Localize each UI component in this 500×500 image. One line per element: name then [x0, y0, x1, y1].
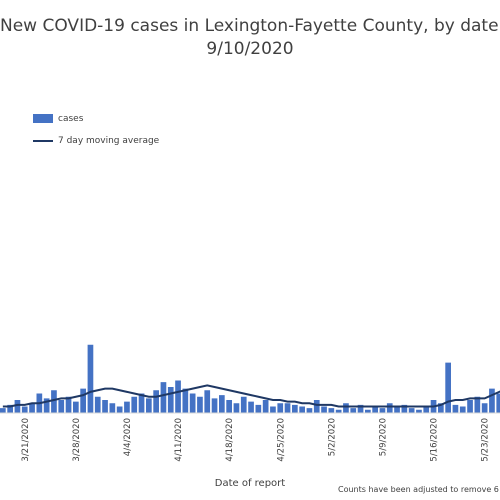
bar-cases [87, 344, 94, 413]
bar-cases [219, 395, 225, 414]
bar-cases [14, 400, 21, 413]
x-tick-label: 5/23/2020 [481, 418, 491, 462]
x-tick-label: 4/11/2020 [174, 418, 184, 462]
x-axis-label: Date of report [214, 478, 286, 489]
bar-cases [459, 406, 466, 413]
bar-cases [51, 390, 57, 413]
bar-cases [357, 404, 364, 414]
bar-cases [386, 403, 393, 413]
x-tick-label: 4/4/2020 [123, 418, 133, 456]
bar-cases [138, 393, 145, 413]
bar-cases [299, 406, 305, 413]
bar-cases [226, 400, 232, 413]
bar-cases [21, 406, 28, 413]
x-tick-label: 5/16/2020 [430, 418, 440, 462]
legend-label-cases: cases [58, 114, 84, 124]
bar-cases [277, 403, 284, 413]
bar-cases [445, 362, 451, 414]
bar-cases [489, 388, 495, 414]
bar-cases [292, 404, 298, 414]
chart-title-line2: 9/10/2020 [206, 39, 294, 59]
bar-cases [167, 387, 174, 413]
bar-cases [240, 396, 247, 413]
bar-cases [160, 382, 167, 414]
bar-cases [262, 400, 269, 413]
bar-cases [94, 396, 101, 413]
bar-cases [248, 401, 254, 414]
bar-cases [408, 408, 415, 414]
bar-cases [124, 401, 130, 414]
bar-cases [372, 406, 378, 413]
bar-cases [175, 380, 181, 413]
chart-title-line1: New COVID-19 cases in Lexington-Fayette … [0, 16, 500, 36]
bar-cases [284, 403, 291, 413]
bar-cases [343, 403, 349, 413]
bar-cases [116, 406, 123, 413]
x-tick-label: 5/2/2020 [327, 418, 337, 456]
bar-cases [423, 406, 430, 413]
bar-cases [65, 396, 72, 413]
bar-cases [131, 396, 138, 413]
bar-cases [0, 408, 6, 414]
bar-cases [43, 398, 50, 414]
bar-cases [270, 406, 276, 413]
bar-cases [58, 400, 65, 413]
bar-cases [109, 403, 116, 413]
bar-cases [80, 388, 86, 414]
x-tick-label: 3/28/2020 [72, 418, 82, 462]
bar-cases [197, 396, 203, 413]
bar-cases [467, 400, 473, 413]
bar-cases [335, 409, 342, 413]
bar-cases [328, 408, 335, 414]
line-moving-average [2, 384, 500, 408]
bar-cases [394, 406, 400, 413]
bar-cases [189, 393, 196, 413]
bar-cases [204, 390, 211, 413]
legend-label-moving-average: 7 day moving average [58, 136, 160, 146]
x-tick-label: 3/21/2020 [21, 418, 31, 462]
x-tick-label: 5/9/2020 [378, 418, 388, 456]
bar-cases [211, 398, 218, 414]
bar-cases [313, 400, 320, 413]
bar-cases [481, 403, 488, 413]
bar-cases [146, 398, 152, 414]
bar-cases [379, 408, 386, 414]
bar-cases [73, 401, 79, 414]
bar-cases [306, 408, 313, 414]
x-tick-label: 4/25/2020 [276, 418, 286, 462]
bar-cases [474, 396, 481, 413]
bar-cases [255, 404, 262, 414]
bar-cases [321, 406, 327, 413]
footnote: Counts have been adjusted to remove 6 [338, 485, 499, 494]
legend-item-moving-average: 7 day moving average [33, 136, 159, 146]
bar-cases [102, 400, 108, 413]
legend-swatch-bar [33, 114, 53, 123]
bar-cases [350, 408, 357, 414]
legend-swatch-line [33, 139, 53, 142]
bar-cases [365, 409, 371, 413]
bar-cases [182, 388, 189, 414]
bar-cases [416, 409, 422, 413]
bar-cases [438, 403, 444, 413]
bar-cases [29, 403, 35, 413]
legend-item-cases: cases [33, 114, 83, 124]
bar-cases [401, 404, 408, 414]
bar-cases [233, 403, 240, 413]
x-tick-label: 4/18/2020 [225, 418, 235, 462]
bar-cases [452, 404, 459, 414]
bar-cases [7, 404, 13, 414]
bar-cases [153, 390, 159, 413]
bar-cases [496, 393, 500, 413]
